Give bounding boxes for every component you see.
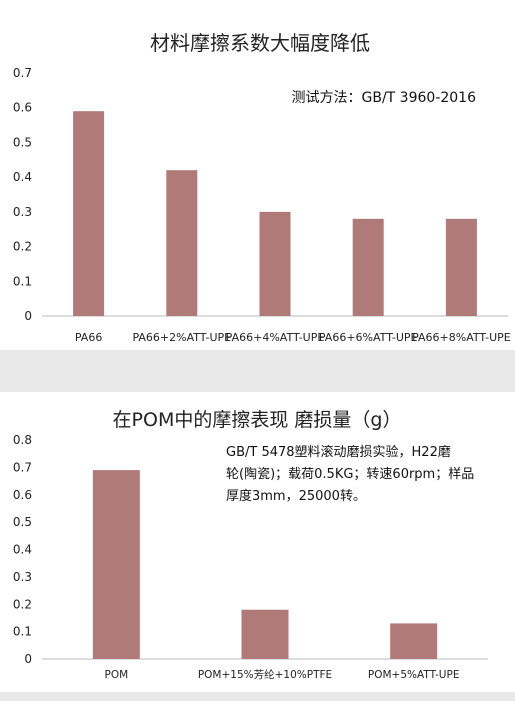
y-tick-label: 0.4	[13, 543, 32, 557]
y-tick-label: 0	[24, 309, 32, 323]
y-tick-label: 0.1	[13, 274, 32, 288]
chart-1-svg: 材料摩擦系数大幅度降低 测试方法：GB/T 3960-2016 0 0.1 0.2 0…	[13, 31, 511, 344]
bar	[92, 470, 140, 659]
bar	[352, 218, 384, 316]
bar	[73, 111, 105, 316]
bar	[390, 623, 438, 659]
x-category-label: PA66+4%ATT-UPE	[226, 331, 325, 344]
x-category-label: POM+15%芳纶+10%PTFE	[198, 668, 332, 681]
x-category-label: POM+5%ATT-UPE	[368, 669, 460, 681]
x-category-label: PA66+8%ATT-UPE	[412, 331, 511, 344]
bar	[445, 218, 477, 316]
y-tick-label: 0.6	[13, 488, 32, 502]
y-tick-label: 0.2	[13, 597, 32, 611]
y-tick-label: 0.8	[13, 433, 32, 447]
y-tick-label: 0.3	[13, 570, 32, 584]
panel-separator	[0, 350, 515, 392]
test-method-annotation: 测试方法：GB/T 3960-2016	[292, 90, 477, 106]
chart-2-svg: 在POM中的摩擦表现 磨损量（g） 0 0.1 0.2 0.3 0.4 0.5 0.6 0.7…	[13, 409, 488, 681]
chart-title: 材料摩擦系数大幅度降低	[150, 31, 370, 55]
bottom-margin	[0, 692, 515, 701]
chart-title: 在POM中的摩擦表现 磨损量（g）	[113, 409, 402, 431]
y-tick-label: 0.4	[13, 170, 32, 184]
x-category-label: PA66+2%ATT-UPE	[132, 331, 231, 344]
bar	[259, 211, 291, 316]
chart-friction-coefficient: 材料摩擦系数大幅度降低 测试方法：GB/T 3960-2016 0 0.1 0.2 0…	[2, 6, 513, 350]
y-tick-label: 0.3	[13, 205, 32, 219]
y-tick-label: 0.7	[13, 66, 32, 80]
y-tick-label: 0.1	[13, 625, 32, 639]
y-tick-label: 0.5	[13, 515, 32, 529]
bar	[166, 170, 198, 316]
test-conditions-annotation: GB/T 5478塑料滚动磨损实验，H22磨 轮(陶瓷)；载荷0.5KG；转速6…	[226, 445, 475, 504]
bar	[241, 609, 289, 659]
y-tick-label: 0.5	[13, 135, 32, 149]
y-tick-label: 0.2	[13, 240, 32, 254]
x-category-label: PA66	[75, 331, 102, 344]
y-tick-label: 0.7	[13, 460, 32, 474]
y-tick-label: 0	[24, 652, 32, 666]
y-tick-label: 0.6	[13, 101, 32, 115]
x-category-label: PA66+6%ATT-UPE	[319, 331, 418, 344]
chart-pom-wear-loss: 在POM中的摩擦表现 磨损量（g） 0 0.1 0.2 0.3 0.4 0.5 0.6 0.7…	[2, 392, 513, 692]
x-category-label: POM	[105, 669, 129, 681]
